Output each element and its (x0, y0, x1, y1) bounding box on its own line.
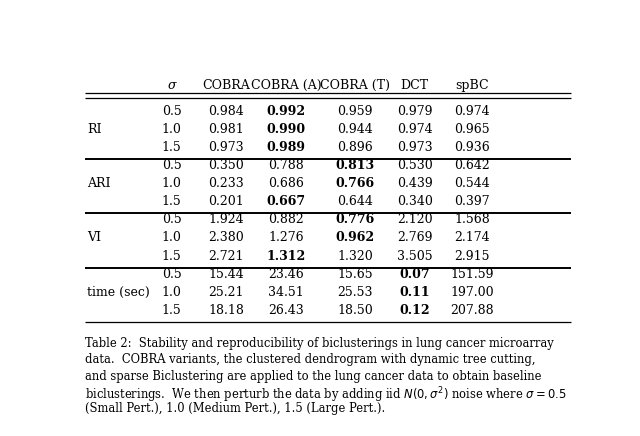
Text: spBC: spBC (455, 79, 489, 92)
Text: 0.882: 0.882 (268, 213, 304, 226)
Text: 0.642: 0.642 (454, 159, 490, 172)
Text: 1.924: 1.924 (209, 213, 244, 226)
Text: 1.276: 1.276 (268, 232, 303, 245)
Text: 0.11: 0.11 (399, 286, 430, 299)
Text: 1.0: 1.0 (162, 286, 182, 299)
Text: 0.974: 0.974 (454, 105, 490, 118)
Text: 0.981: 0.981 (209, 123, 244, 136)
Text: 0.973: 0.973 (209, 141, 244, 154)
Text: 1.5: 1.5 (162, 249, 182, 262)
Text: (Small Pert.), 1.0 (Medium Pert.), 1.5 (Large Pert.).: (Small Pert.), 1.0 (Medium Pert.), 1.5 (… (85, 402, 385, 415)
Text: biclusterings.  We then perturb the data by adding iid $N(0,\sigma^2)$ noise whe: biclusterings. We then perturb the data … (85, 386, 566, 405)
Text: 0.990: 0.990 (266, 123, 305, 136)
Text: 2.915: 2.915 (454, 249, 490, 262)
Text: 3.505: 3.505 (397, 249, 433, 262)
Text: 1.320: 1.320 (337, 249, 373, 262)
Text: 197.00: 197.00 (450, 286, 493, 299)
Text: 0.201: 0.201 (209, 195, 244, 208)
Text: 0.644: 0.644 (337, 195, 373, 208)
Text: 0.686: 0.686 (268, 177, 304, 190)
Text: 0.5: 0.5 (162, 268, 182, 281)
Text: 151.59: 151.59 (450, 268, 493, 281)
Text: 18.50: 18.50 (337, 304, 373, 317)
Text: 0.5: 0.5 (162, 213, 182, 226)
Text: 2.174: 2.174 (454, 232, 490, 245)
Text: 0.989: 0.989 (266, 141, 305, 154)
Text: ARI: ARI (88, 177, 111, 190)
Text: 15.44: 15.44 (209, 268, 244, 281)
Text: COBRA: COBRA (202, 79, 250, 92)
Text: 0.530: 0.530 (397, 159, 433, 172)
Text: 0.340: 0.340 (397, 195, 433, 208)
Text: 0.439: 0.439 (397, 177, 433, 190)
Text: 0.992: 0.992 (266, 105, 305, 118)
Text: 0.962: 0.962 (336, 232, 375, 245)
Text: 34.51: 34.51 (268, 286, 304, 299)
Text: 0.544: 0.544 (454, 177, 490, 190)
Text: VI: VI (88, 232, 101, 245)
Text: σ: σ (168, 79, 176, 92)
Text: 25.53: 25.53 (337, 286, 373, 299)
Text: 1.0: 1.0 (162, 232, 182, 245)
Text: 1.0: 1.0 (162, 123, 182, 136)
Text: 18.18: 18.18 (209, 304, 244, 317)
Text: 0.397: 0.397 (454, 195, 490, 208)
Text: 1.312: 1.312 (266, 249, 305, 262)
Text: 0.944: 0.944 (337, 123, 373, 136)
Text: COBRA (T): COBRA (T) (320, 79, 390, 92)
Text: 0.984: 0.984 (209, 105, 244, 118)
Text: 2.380: 2.380 (209, 232, 244, 245)
Text: COBRA (A): COBRA (A) (250, 79, 321, 92)
Text: data.  COBRA variants, the clustered dendrogram with dynamic tree cutting,: data. COBRA variants, the clustered dend… (85, 354, 536, 366)
Text: and sparse Biclustering are applied to the lung cancer data to obtain baseline: and sparse Biclustering are applied to t… (85, 370, 541, 382)
Text: 1.5: 1.5 (162, 141, 182, 154)
Text: 26.43: 26.43 (268, 304, 304, 317)
Text: 25.21: 25.21 (209, 286, 244, 299)
Text: 0.350: 0.350 (209, 159, 244, 172)
Text: 2.721: 2.721 (209, 249, 244, 262)
Text: 0.667: 0.667 (266, 195, 305, 208)
Text: 0.07: 0.07 (399, 268, 430, 281)
Text: 0.12: 0.12 (399, 304, 430, 317)
Text: 0.974: 0.974 (397, 123, 433, 136)
Text: RI: RI (88, 123, 102, 136)
Text: 0.896: 0.896 (337, 141, 373, 154)
Text: 23.46: 23.46 (268, 268, 304, 281)
Text: 0.965: 0.965 (454, 123, 490, 136)
Text: time (sec): time (sec) (88, 286, 150, 299)
Text: 2.120: 2.120 (397, 213, 433, 226)
Text: 0.788: 0.788 (268, 159, 304, 172)
Text: 0.5: 0.5 (162, 159, 182, 172)
Text: 1.568: 1.568 (454, 213, 490, 226)
Text: Table 2:  Stability and reproducibility of biclusterings in lung cancer microarr: Table 2: Stability and reproducibility o… (85, 337, 554, 350)
Text: 2.769: 2.769 (397, 232, 433, 245)
Text: 15.65: 15.65 (337, 268, 373, 281)
Text: 0.936: 0.936 (454, 141, 490, 154)
Text: 0.766: 0.766 (336, 177, 375, 190)
Text: 1.5: 1.5 (162, 195, 182, 208)
Text: 0.233: 0.233 (209, 177, 244, 190)
Text: 0.776: 0.776 (335, 213, 375, 226)
Text: 1.0: 1.0 (162, 177, 182, 190)
Text: 0.979: 0.979 (397, 105, 433, 118)
Text: 0.973: 0.973 (397, 141, 433, 154)
Text: 1.5: 1.5 (162, 304, 182, 317)
Text: 0.813: 0.813 (336, 159, 375, 172)
Text: 0.959: 0.959 (337, 105, 373, 118)
Text: DCT: DCT (401, 79, 429, 92)
Text: 207.88: 207.88 (450, 304, 493, 317)
Text: 0.5: 0.5 (162, 105, 182, 118)
